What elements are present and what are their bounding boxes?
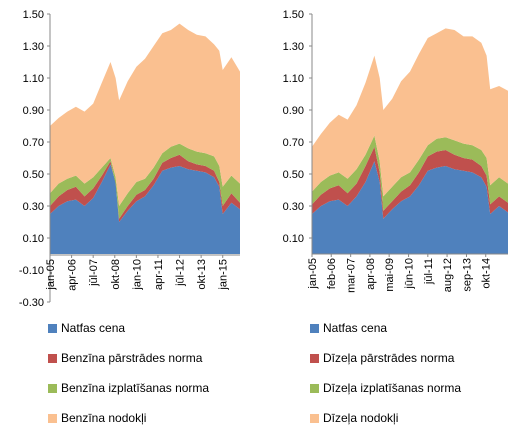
y-tick-label: 1.10 <box>23 73 44 85</box>
x-tick-label: jūl-07 <box>88 259 100 287</box>
legend-right-2: Dīzeļa izplatīšanas norma <box>310 381 461 395</box>
x-tick-label: jūn-10 <box>404 258 416 290</box>
area-series-3 <box>312 28 508 197</box>
legend-right-0: Natfas cena <box>310 321 387 335</box>
y-tick-label: 0.50 <box>23 169 44 181</box>
x-tick-label: jan-05 <box>45 259 57 291</box>
y-tick-label: 0.70 <box>283 137 304 149</box>
x-tick-label: jan-15 <box>218 259 230 291</box>
x-tick-label: apr-06 <box>67 259 79 291</box>
legend-swatch <box>310 413 319 423</box>
x-tick-label: aug-12 <box>442 258 454 292</box>
area-series-0 <box>312 161 508 254</box>
legend-label: Dīzeļa nodokļi <box>323 411 399 425</box>
diesel-price-chart: 0.10 0.30 0.50 0.70 0.90 1.10 1.30 1.50 jan-05 fe… <box>283 9 508 293</box>
legend-label: Natfas cena <box>61 321 126 335</box>
area-series-2 <box>312 135 508 211</box>
legend-right-1: Dīzeļa pārstrādes norma <box>310 351 454 365</box>
y-tick-label: 1.30 <box>283 41 304 53</box>
legend-label: Benzīna pārstrādes norma <box>61 351 203 365</box>
x-tick-label: jūl-12 <box>175 259 187 287</box>
legend-swatch <box>310 353 319 363</box>
x-tick-label: okt-14 <box>481 258 493 289</box>
x-tick-label: sep-13 <box>461 258 473 292</box>
legend-swatch <box>310 383 319 393</box>
legend-label: Dīzeļa izplatīšanas norma <box>323 381 462 395</box>
y-tick-label: 1.50 <box>23 9 44 21</box>
x-tick-label: mar-07 <box>346 258 358 293</box>
legend-label: Dīzeļa pārstrādes norma <box>323 351 455 365</box>
y-tick-label: 0.30 <box>23 201 44 213</box>
x-tick-label: apr-08 <box>365 258 377 290</box>
petrol-price-chart: -0.30 -0.10 0.10 0.30 0.50 0.70 0.90 1.10 1.30 1.… <box>19 9 240 309</box>
legend-swatch <box>48 413 57 423</box>
legend-left-1: Benzīna pārstrādes norma <box>48 351 202 365</box>
legend-label: Benzīna izplatīšanas norma <box>61 381 210 395</box>
x-tick-label: jūl-11 <box>423 258 435 285</box>
y-tick-label: -0.30 <box>19 297 44 309</box>
legend-left-3: Benzīna nodokļi <box>48 411 146 425</box>
legend-label: Natfas cena <box>323 321 388 335</box>
y-tick-label: 1.30 <box>23 41 44 53</box>
legend-swatch <box>48 323 57 333</box>
legend-left-0: Natfas cena <box>48 321 125 335</box>
y-tick-label: 0.30 <box>283 201 304 213</box>
y-tick-label: -0.10 <box>19 265 44 277</box>
legend-swatch <box>48 353 57 363</box>
area-series-0 <box>50 164 240 254</box>
y-tick-label: 0.90 <box>23 105 44 117</box>
x-tick-label: okt-13 <box>196 259 208 290</box>
y-tick-label: 0.50 <box>283 169 304 181</box>
x-tick-label: jan-05 <box>307 258 319 290</box>
x-tick-label: mai-09 <box>384 258 396 292</box>
x-tick-label: apr-11 <box>153 259 165 290</box>
y-tick-label: 0.10 <box>283 233 304 245</box>
area-series-2 <box>50 143 240 219</box>
legend-right-3: Dīzeļa nodokļi <box>310 411 398 425</box>
x-tick-label: jan-10 <box>131 259 143 291</box>
legend-label: Benzīna nodokļi <box>61 411 147 425</box>
legend-left-2: Benzīna izplatīšanas norma <box>48 381 209 395</box>
legend-swatch <box>48 383 57 393</box>
y-tick-label: 0.90 <box>283 105 304 117</box>
y-tick-label: 0.70 <box>23 137 44 149</box>
y-tick-label: 1.10 <box>283 73 304 85</box>
y-tick-label: 0.10 <box>23 233 44 245</box>
area-series-3 <box>50 23 240 206</box>
legend-swatch <box>310 323 319 333</box>
area-series-1 <box>312 146 508 219</box>
y-tick-label: 1.50 <box>283 9 304 21</box>
x-tick-label: okt-08 <box>110 259 122 290</box>
x-tick-label: feb-06 <box>326 258 338 289</box>
